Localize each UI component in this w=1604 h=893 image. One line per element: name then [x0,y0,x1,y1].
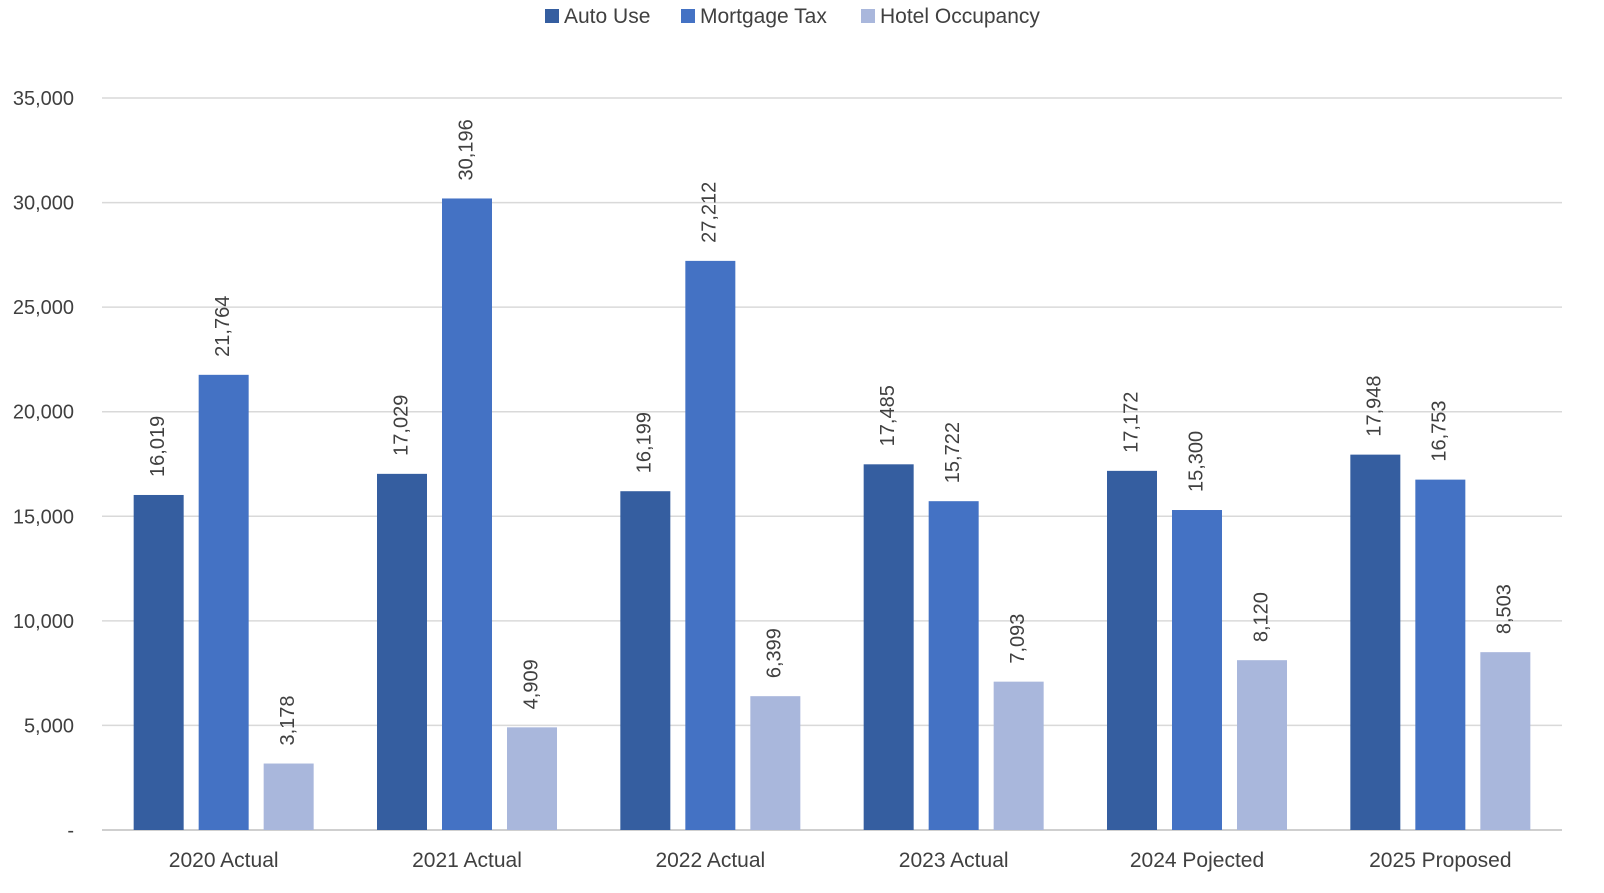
y-tick-label: 30,000 [13,193,74,215]
data-label: 17,948 [1364,375,1386,436]
x-category-label: 2020 Actual [169,849,279,872]
data-label: 4,909 [520,659,542,709]
data-label: 30,196 [455,119,477,180]
bar [863,464,914,830]
bar [507,727,557,830]
bar [1350,454,1401,830]
bar [1237,660,1287,830]
data-label: 8,503 [1494,584,1516,634]
x-category-label: 2024 Pojected [1130,849,1264,872]
bar [993,681,1044,830]
y-axis: - 5,000 10,000 15,000 20,000 25,000 30,000 35,0… [13,88,1562,842]
bar [1480,652,1531,830]
data-label: 21,764 [212,296,234,357]
legend-label: Mortgage Tax [700,5,827,28]
x-category-label: 2022 Actual [655,849,765,872]
data-label: 17,172 [1120,392,1142,453]
x-category-label: 2021 Actual [412,849,522,872]
bar [198,374,249,830]
data-label: 15,300 [1185,431,1207,492]
y-tick-label: - [67,820,74,842]
x-category-label: 2023 Actual [899,849,1009,872]
x-category-label: 2025 Proposed [1369,849,1511,872]
data-label: 17,029 [390,395,412,456]
legend-label: Auto Use [564,5,650,28]
y-tick-label: 35,000 [13,88,74,110]
y-tick-label: 25,000 [13,297,74,319]
legend-swatch [681,9,695,23]
data-label: 15,722 [942,422,964,483]
bar [928,501,979,830]
y-tick-label: 15,000 [13,506,74,528]
bars [133,198,1531,830]
bar [1107,470,1157,830]
x-axis: 2020 Actual 2021 Actual 2022 Actual 2023 Ac… [169,849,1512,872]
data-label: 16,199 [634,412,656,473]
legend-swatch [861,9,875,23]
y-tick-label: 10,000 [13,611,74,633]
bar [1415,479,1466,830]
data-label: 8,120 [1250,592,1272,642]
data-label: 7,093 [1007,614,1029,664]
y-tick-label: 20,000 [13,402,74,424]
data-label: 3,178 [277,695,299,745]
data-labels: 16,019 17,029 16,199 17,485 17,172 17,948 21,7… [147,119,1516,745]
data-label: 16,019 [147,416,169,477]
bar [263,763,314,830]
legend-label: Hotel Occupancy [880,5,1040,28]
bar [133,494,184,830]
data-label: 17,485 [877,385,899,446]
data-label: 6,399 [764,628,786,678]
bar [685,260,736,830]
legend-swatch [545,9,559,23]
bar [377,473,427,830]
y-tick-label: 5,000 [24,715,74,737]
data-label: 27,212 [699,182,721,243]
bar [750,696,801,830]
bar [1172,510,1222,830]
bar [442,198,492,830]
legend: Auto Use Mortgage Tax Hotel Occupancy [545,5,1040,28]
data-label: 16,753 [1429,400,1451,461]
bar [620,491,671,830]
